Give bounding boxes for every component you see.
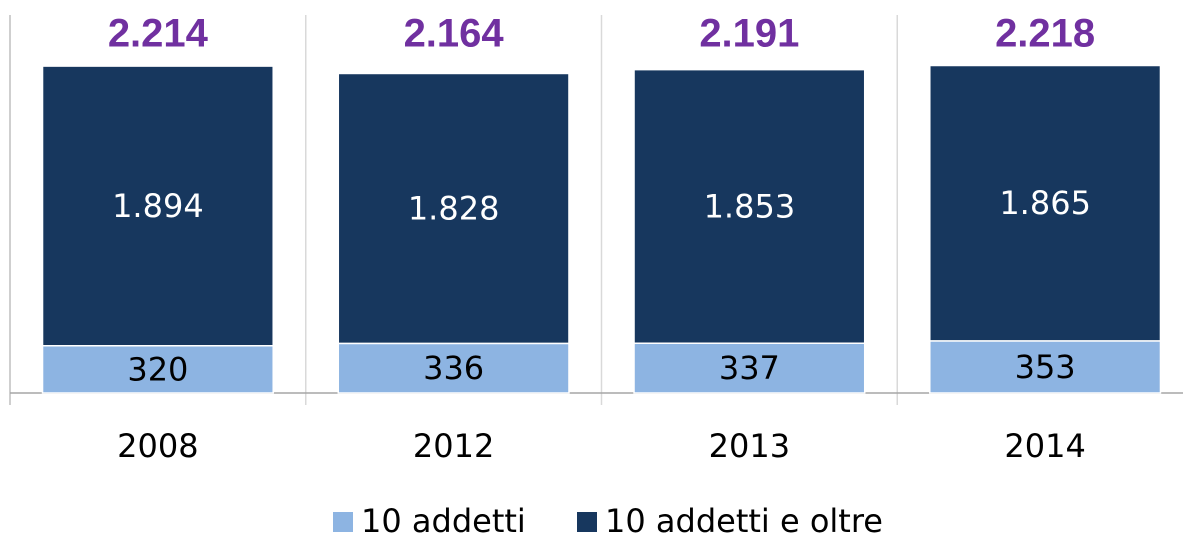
x-tick-label: 2013 [709,427,790,465]
data-label: 1.828 [408,189,500,227]
legend-label: 10 addetti e oltre [605,502,883,536]
x-tick-label: 2014 [1004,427,1085,465]
x-tick-label: 2008 [117,427,198,465]
bar-segment [929,340,1162,394]
data-label: 337 [719,349,780,387]
total-label: 2.218 [995,12,1095,56]
data-label: 353 [1015,348,1076,386]
legend-label: 10 addetti [361,502,526,536]
bar-segment [337,72,570,345]
data-label: 1.894 [112,187,204,225]
total-label: 2.191 [699,12,799,56]
data-label: 320 [127,350,188,388]
data-label: 1.853 [704,187,796,225]
legend-swatch [577,512,597,532]
legend-swatch [333,512,353,532]
bar-segment [41,345,274,394]
bar-segment [929,64,1162,342]
data-label: 1.865 [999,184,1091,222]
x-tick-label: 2012 [413,427,494,465]
bar-segment [41,65,274,347]
data-label: 336 [423,349,484,387]
total-label: 2.164 [404,12,505,56]
bar-segment [633,68,866,344]
total-label: 2.214 [108,12,209,56]
